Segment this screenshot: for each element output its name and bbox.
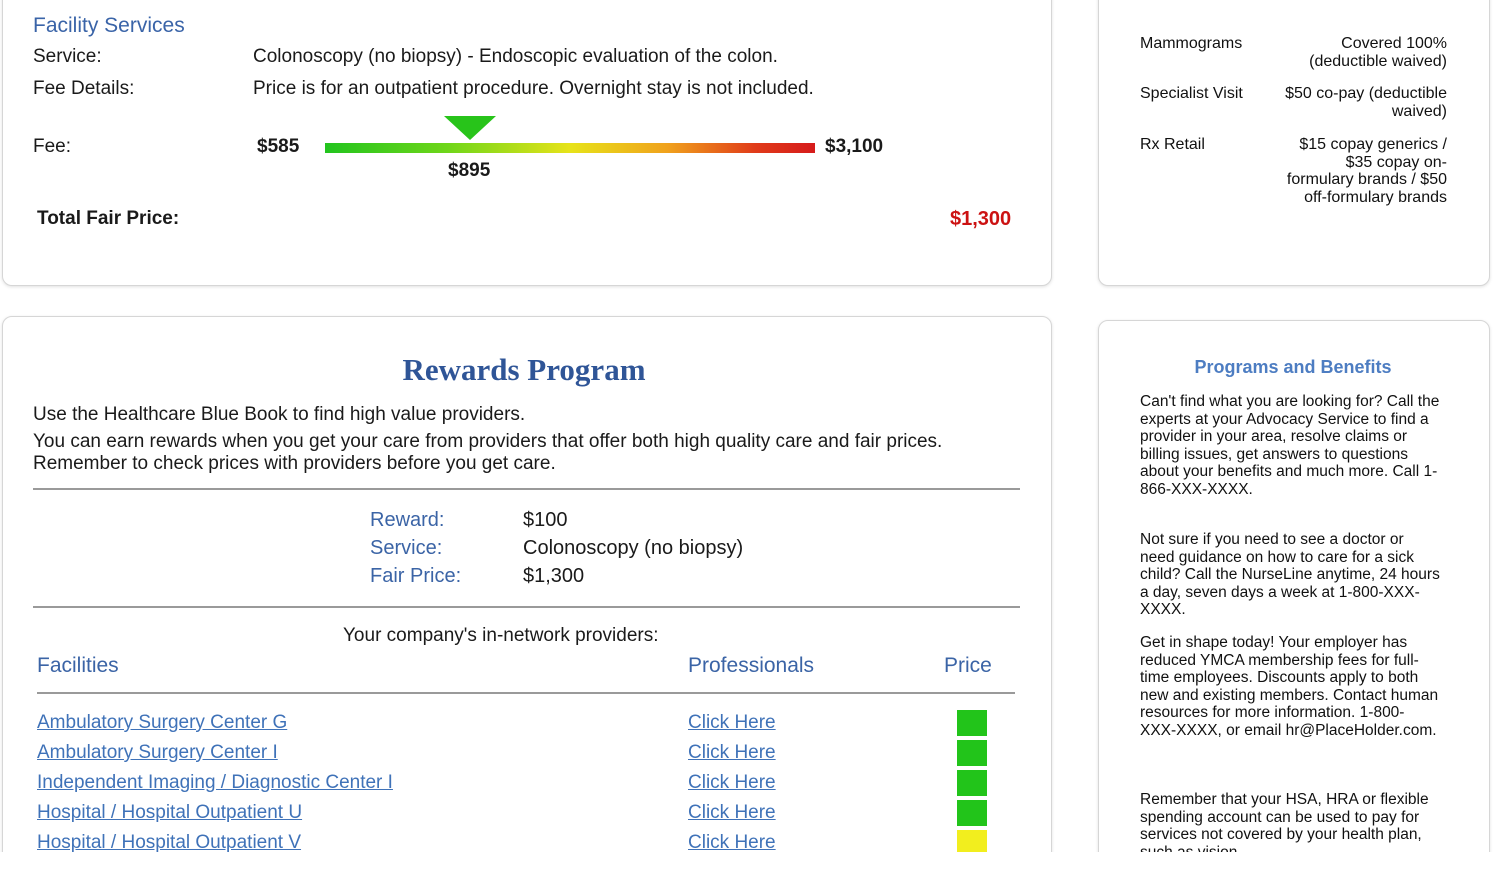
service-label: Service: — [33, 46, 102, 67]
professionals-link[interactable]: Click Here — [688, 772, 776, 793]
fee-label: Fee: — [33, 136, 72, 157]
fee-marker-triangle — [443, 116, 496, 140]
total-fair-price-value: $1,300 — [950, 208, 1012, 230]
facility-link[interactable]: Ambulatory Surgery Center G — [37, 712, 288, 733]
price-indicator — [957, 710, 987, 736]
price-indicator — [957, 800, 987, 826]
rewards-intro-paragraph: You can earn rewards when you get your c… — [33, 431, 943, 474]
nurseline-paragraph: Not sure if you need to see a doctor or … — [1140, 531, 1440, 619]
fee-max-value: $3,100 — [825, 136, 884, 157]
coverage-value: $50 co-pay (deductible waived) — [1285, 85, 1447, 120]
price-indicator — [957, 770, 987, 796]
coverage-value: Covered 100% (deductible waived) — [1309, 35, 1447, 70]
reward-service-label: Service: — [370, 537, 443, 559]
rewards-program-title: Rewards Program — [402, 352, 646, 387]
professionals-link[interactable]: Click Here — [688, 832, 776, 853]
price-indicator — [957, 740, 987, 766]
facility-services-heading: Facility Services — [33, 14, 185, 37]
facility-link[interactable]: Hospital / Hospital Outpatient V — [37, 832, 302, 853]
coverage-name: Mammograms — [1140, 35, 1243, 52]
price-indicator — [957, 830, 987, 856]
programs-benefits-title: Programs and Benefits — [1194, 357, 1392, 377]
divider — [33, 488, 1020, 490]
reward-service-value: Colonoscopy (no biopsy) — [523, 537, 744, 559]
fair-price-value: $1,300 — [523, 565, 585, 587]
fee-details-value: Price is for an outpatient procedure. Ov… — [253, 78, 814, 99]
divider — [37, 692, 1015, 694]
ymca-paragraph: Get in shape today! Your employer has re… — [1140, 634, 1439, 739]
fee-details-label: Fee Details: — [33, 78, 135, 99]
reward-label: Reward: — [370, 509, 445, 531]
facility-link[interactable]: Ambulatory Surgery Center I — [37, 742, 278, 763]
professionals-column-header: Professionals — [688, 654, 815, 677]
coverage-value: $15 copay generics / $35 copay on-formul… — [1286, 136, 1447, 206]
bottom-crop-edge — [0, 852, 1498, 885]
price-column-header: Price — [944, 654, 992, 677]
rewards-program-panel — [2, 316, 1052, 878]
network-providers-caption: Your company's in-network providers: — [343, 625, 659, 646]
programs-benefits-panel — [1098, 320, 1490, 878]
professionals-link[interactable]: Click Here — [688, 802, 776, 823]
spending-account-paragraph: Remember that your HSA, HRA or flexible … — [1140, 791, 1429, 861]
facilities-column-header: Facilities — [37, 654, 119, 677]
fee-marker-value: $895 — [448, 160, 491, 181]
coverage-name: Rx Retail — [1140, 136, 1205, 153]
fair-price-label: Fair Price: — [370, 565, 462, 587]
service-value: Colonoscopy (no biopsy) - Endoscopic eva… — [253, 46, 778, 67]
advocacy-paragraph: Can't find what you are looking for? Cal… — [1140, 393, 1440, 498]
total-fair-price-label: Total Fair Price: — [37, 208, 180, 229]
coverage-panel — [1098, 0, 1490, 286]
rewards-intro-line: Use the Healthcare Blue Book to find hig… — [33, 404, 526, 425]
professionals-link[interactable]: Click Here — [688, 742, 776, 763]
divider — [33, 606, 1020, 608]
reward-value: $100 — [523, 509, 568, 531]
facility-link[interactable]: Hospital / Hospital Outpatient U — [37, 802, 303, 823]
facility-link[interactable]: Independent Imaging / Diagnostic Center … — [37, 772, 393, 793]
professionals-link[interactable]: Click Here — [688, 712, 776, 733]
fee-range-bar — [325, 143, 815, 153]
fee-min-value: $585 — [257, 136, 300, 157]
coverage-name: Specialist Visit — [1140, 85, 1243, 102]
